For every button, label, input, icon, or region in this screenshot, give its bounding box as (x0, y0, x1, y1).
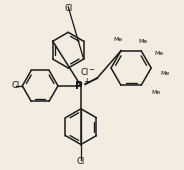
Text: Cl: Cl (77, 157, 85, 166)
Text: P: P (75, 81, 82, 91)
Text: +: + (83, 77, 89, 86)
Text: Me: Me (151, 90, 160, 95)
Text: Cl: Cl (80, 68, 89, 77)
Text: Me: Me (114, 37, 123, 42)
Text: Me: Me (155, 51, 164, 56)
Text: −: − (88, 67, 94, 73)
Text: Cl: Cl (64, 4, 72, 13)
Text: Me: Me (138, 39, 148, 44)
Text: Me: Me (160, 71, 170, 76)
Text: Cl: Cl (11, 81, 20, 90)
